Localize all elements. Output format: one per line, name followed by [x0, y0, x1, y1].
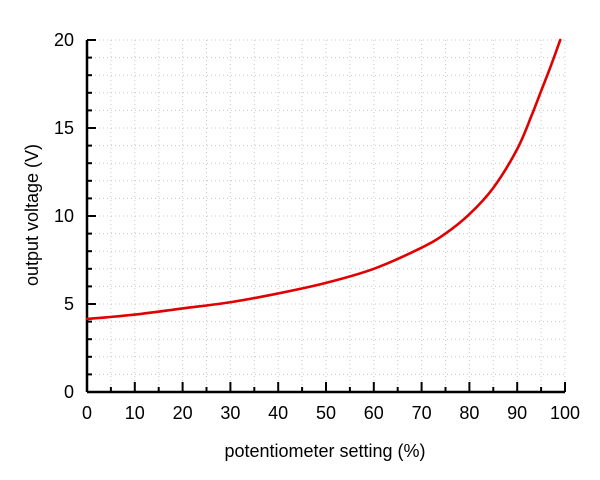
- x-tick-label: 70: [412, 403, 432, 423]
- y-tick-label: 15: [54, 118, 74, 138]
- y-tick-label: 0: [64, 382, 74, 402]
- tick-marks: [86, 39, 566, 393]
- x-tick-label: 60: [364, 403, 384, 423]
- x-tick-label: 40: [268, 403, 288, 423]
- y-tick-label: 5: [64, 294, 74, 314]
- y-tick-label: 10: [54, 206, 74, 226]
- y-tick-label: 20: [54, 30, 74, 50]
- x-tick-label: 0: [82, 403, 92, 423]
- grid-lines: [87, 39, 566, 392]
- tick-labels: 0 10 20 30 40 50 60 70 80 90 100 0 5 10 15 20: [54, 30, 580, 423]
- x-tick-label: 20: [173, 403, 193, 423]
- x-axis-title: potentiometer setting (%): [224, 441, 425, 461]
- output-voltage-line: [85, 38, 562, 321]
- data-series: [85, 38, 562, 321]
- x-tick-label: 30: [220, 403, 240, 423]
- x-tick-label: 10: [125, 403, 145, 423]
- x-tick-label: 50: [316, 403, 336, 423]
- x-tick-label: 90: [507, 403, 527, 423]
- x-tick-label: 80: [459, 403, 479, 423]
- x-tick-label: 100: [550, 403, 580, 423]
- y-axis-title: output voltage (V): [22, 144, 42, 286]
